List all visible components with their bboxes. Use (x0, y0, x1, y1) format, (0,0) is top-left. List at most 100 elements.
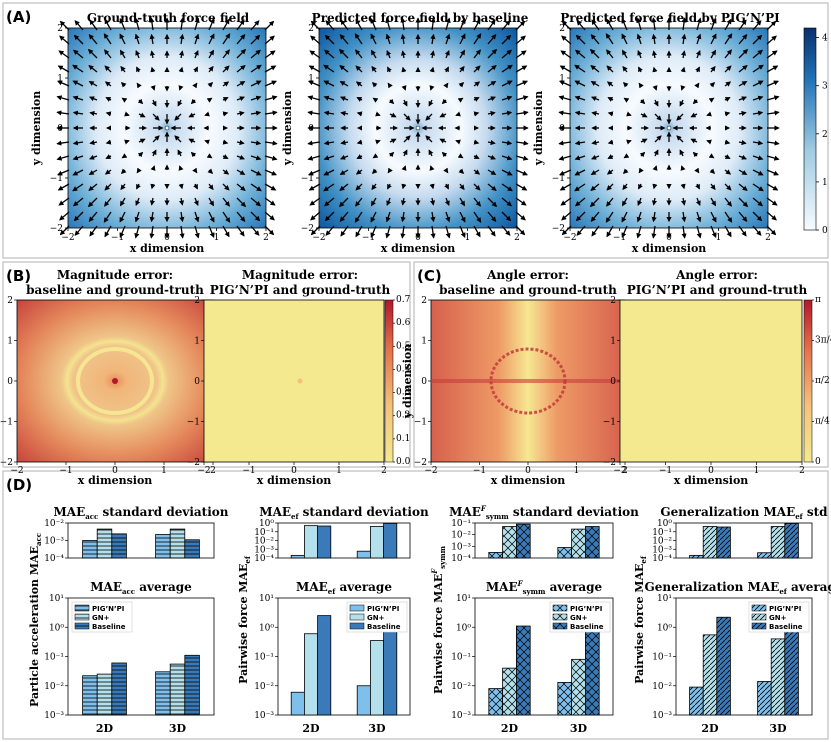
field-arrow (501, 211, 512, 222)
field-arrow (589, 197, 600, 208)
legend-label: GN+ (367, 614, 385, 622)
field-arrow (385, 211, 391, 223)
bar-hatch (155, 671, 171, 715)
field-arrow (178, 165, 184, 171)
field-arrow (179, 225, 185, 239)
y-tick-label: 2 (421, 296, 427, 306)
y-tick-label: 10¹ (657, 594, 672, 604)
field-arrow (487, 139, 496, 146)
y-tick-label: 0 (57, 124, 63, 134)
field-arrow (324, 211, 335, 222)
field-arrow (457, 97, 464, 103)
field-arrow (653, 99, 659, 107)
field-arrow (387, 183, 392, 190)
field-arrow (640, 112, 648, 118)
field-arrow (355, 197, 363, 207)
colorbar-c (803, 299, 813, 463)
field-arrow (121, 153, 128, 159)
field-arrow (56, 140, 70, 146)
field-arrow (307, 110, 321, 116)
field-arrow (752, 95, 764, 101)
y-axis-label: y dimension (281, 91, 294, 166)
field-arrow (515, 95, 529, 101)
field-arrow (710, 211, 717, 223)
chart-acc_std: MAEacc standard deviation 10⁻⁴ 10⁻³ 10⁻² (44, 505, 229, 564)
field-arrow (752, 34, 763, 45)
field-arrow (323, 197, 335, 207)
field-arrow (724, 81, 732, 87)
field-arrow (264, 197, 276, 206)
y-axis-label: Particle acceleration MAEacc (28, 533, 43, 707)
field-arrow (473, 225, 481, 238)
field-arrow (264, 65, 277, 73)
field-arrow (515, 50, 527, 59)
field-arrow (752, 225, 762, 236)
field-arrow (738, 183, 748, 191)
field-arrow (135, 197, 141, 206)
field-arrow (606, 197, 614, 207)
x-category-label: 2D (701, 722, 719, 735)
field-arrow (120, 183, 126, 191)
field-arrow (654, 113, 662, 121)
field-arrow (694, 82, 700, 89)
chart-gen_std: Generalization MAEef std 10⁻⁴10⁻³10⁻²10⁻¹… (652, 505, 828, 564)
field-arrow (124, 111, 130, 117)
field-arrow (638, 183, 643, 190)
y-tick-label: −1 (301, 174, 314, 184)
y-tick-label: 10⁻³ (652, 545, 672, 555)
field-arrow (222, 97, 229, 102)
heatmap-baseline: Predicted force field by baseline −2−2 −1… (281, 11, 529, 255)
y-tick-label: −1 (414, 418, 427, 428)
field-arrow (250, 80, 262, 87)
legend-label: Baseline (367, 623, 401, 631)
field-arrow (72, 169, 84, 176)
field-arrow (104, 183, 112, 191)
chart-symm_avg: MAEFsymm average 10⁻³ 10⁻² 10⁻¹ 10⁰ 10¹ 2D 3D PI… (451, 579, 614, 735)
field-arrow (458, 81, 465, 88)
field-arrow (441, 151, 448, 158)
field-arrow (401, 165, 407, 171)
field-arrow (459, 211, 466, 223)
bar-hatch (184, 539, 200, 558)
panel-c-frame (413, 261, 829, 468)
bar-baseline-2D (317, 615, 332, 716)
field-arrow (574, 197, 586, 207)
field-arrow (653, 149, 659, 157)
chart-acc_avg: MAEacc average 10⁻³ 10⁻² 10⁻¹ 10⁰ 10¹ 2D 3D PIG’… (44, 580, 215, 735)
field-arrow (204, 139, 210, 145)
field-arrow (621, 49, 628, 59)
y-tick-label: 0 (610, 377, 616, 387)
y-tick-label: −1 (552, 174, 565, 184)
bar-baseline-3D (383, 523, 398, 559)
field-arrow (636, 17, 642, 31)
field-arrow (356, 139, 363, 145)
axes-3: −2−2 −1 −1 0 0 1 1 2 2 x dimension y dimension (532, 24, 771, 255)
bar-hatch (703, 634, 717, 715)
field-arrow (152, 113, 160, 121)
y-tick-label: 10⁰ (456, 623, 471, 633)
field-arrow (458, 168, 465, 175)
field-arrow (72, 49, 84, 59)
field-arrow (119, 225, 126, 238)
y-tick-label: 10⁻¹ (451, 653, 471, 663)
field-arrow (310, 35, 321, 45)
bar-hatch (585, 526, 600, 558)
field-arrow (501, 197, 513, 207)
x-tick-label: −1 (659, 466, 672, 476)
bar-hatch (757, 552, 772, 558)
field-arrow (501, 80, 513, 87)
field-arrow (428, 99, 434, 107)
field-arrow (561, 225, 572, 236)
panel-a-title-2: Predicted force field by baseline (312, 11, 529, 25)
bar-hatch (488, 552, 503, 558)
field-arrow (738, 211, 748, 223)
bar-hatch (585, 619, 600, 715)
field-arrow (710, 197, 717, 207)
field-arrow (105, 139, 112, 145)
field-arrow (696, 17, 702, 31)
field-arrow (473, 81, 481, 87)
y-axis-label: y dimension (401, 344, 414, 419)
bar-gn+-2D (303, 633, 318, 716)
field-arrow (323, 140, 335, 146)
